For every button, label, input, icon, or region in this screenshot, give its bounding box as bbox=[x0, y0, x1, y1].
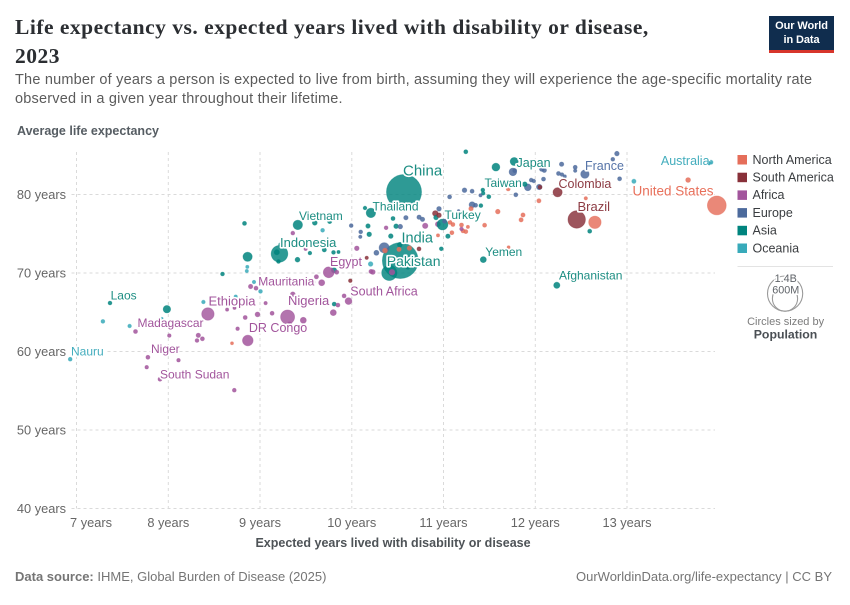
svg-text:Mauritania: Mauritania bbox=[258, 275, 314, 289]
svg-text:DR Congo: DR Congo bbox=[249, 321, 307, 335]
svg-text:France: France bbox=[585, 159, 624, 173]
svg-text:Indonesia: Indonesia bbox=[280, 235, 337, 250]
svg-text:Ethiopia: Ethiopia bbox=[209, 294, 257, 309]
svg-text:600M: 600M bbox=[772, 285, 799, 297]
svg-text:1.4B: 1.4B bbox=[775, 273, 797, 285]
svg-text:Thailand: Thailand bbox=[373, 200, 419, 214]
svg-text:China: China bbox=[403, 162, 443, 179]
svg-text:South Africa: South Africa bbox=[350, 284, 417, 298]
svg-text:Nigeria: Nigeria bbox=[288, 293, 330, 308]
svg-text:Expected years lived with disa: Expected years lived with disability or … bbox=[255, 536, 530, 550]
svg-text:70 years: 70 years bbox=[17, 266, 66, 281]
svg-text:Asia: Asia bbox=[753, 224, 777, 238]
svg-text:13 years: 13 years bbox=[602, 515, 651, 530]
svg-text:Taiwan: Taiwan bbox=[485, 176, 522, 190]
svg-text:Australia: Australia bbox=[661, 154, 710, 168]
svg-text:Egypt: Egypt bbox=[330, 255, 362, 269]
svg-text:Madagascar: Madagascar bbox=[138, 316, 204, 330]
svg-text:South Sudan: South Sudan bbox=[160, 367, 229, 381]
svg-text:Africa: Africa bbox=[753, 188, 785, 202]
svg-text:Colombia: Colombia bbox=[559, 177, 612, 191]
svg-text:North America: North America bbox=[753, 153, 832, 167]
svg-text:11 years: 11 years bbox=[419, 515, 467, 530]
svg-text:Japan: Japan bbox=[517, 156, 551, 170]
svg-text:80 years: 80 years bbox=[17, 187, 66, 202]
svg-text:Vietnam: Vietnam bbox=[299, 209, 343, 223]
svg-text:Nauru: Nauru bbox=[71, 344, 104, 358]
svg-text:7 years: 7 years bbox=[70, 515, 112, 530]
svg-text:Circles sized by: Circles sized by bbox=[747, 316, 825, 328]
svg-text:8 years: 8 years bbox=[147, 515, 189, 530]
svg-text:9 years: 9 years bbox=[239, 515, 281, 530]
svg-text:Europe: Europe bbox=[753, 206, 793, 220]
svg-text:12 years: 12 years bbox=[511, 515, 560, 530]
svg-text:10 years: 10 years bbox=[327, 515, 376, 530]
svg-text:Population: Population bbox=[754, 327, 818, 341]
svg-text:50 years: 50 years bbox=[17, 423, 66, 438]
svg-text:40 years: 40 years bbox=[17, 501, 66, 516]
svg-text:India: India bbox=[402, 230, 434, 246]
svg-text:Laos: Laos bbox=[111, 289, 137, 303]
svg-text:Pakistan: Pakistan bbox=[387, 253, 441, 269]
svg-text:Afghanistan: Afghanistan bbox=[559, 269, 622, 283]
svg-text:Oceania: Oceania bbox=[753, 241, 800, 255]
svg-text:Yemen: Yemen bbox=[485, 245, 522, 259]
svg-text:Brazil: Brazil bbox=[578, 199, 611, 214]
svg-text:Turkey: Turkey bbox=[445, 208, 481, 222]
svg-text:South America: South America bbox=[753, 171, 834, 185]
svg-text:60 years: 60 years bbox=[17, 344, 66, 359]
svg-text:Niger: Niger bbox=[151, 342, 180, 356]
svg-text:United States: United States bbox=[633, 183, 714, 198]
